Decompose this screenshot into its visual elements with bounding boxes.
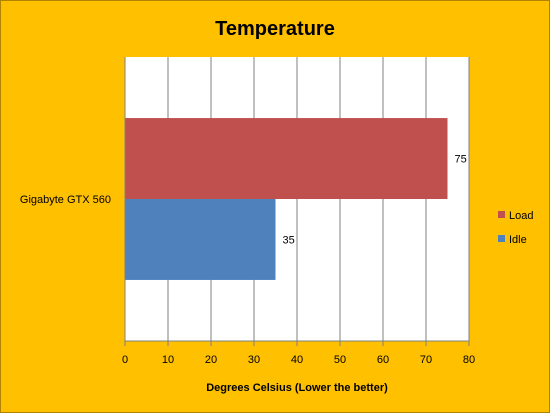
category-label: Gigabyte GTX 560 [20,194,111,206]
data-label-idle: 35 [283,234,295,246]
x-axis-title: Degrees Celsius (Lower the better) [206,382,388,394]
bar-idle [125,199,276,280]
x-tick-label: 30 [248,354,260,366]
legend: Load Idle [498,210,533,246]
x-tick-label: 40 [291,354,303,366]
x-tick-label: 20 [205,354,217,366]
legend-label-idle: Idle [509,234,527,246]
bar-load [125,118,448,199]
x-tick-label: 80 [463,354,475,366]
legend-label-load: Load [509,210,533,222]
x-tick-label: 0 [122,354,128,366]
x-tick-label: 70 [420,354,432,366]
x-tick-label: 50 [334,354,346,366]
y-axis-categories: Gigabyte GTX 560 [20,194,111,206]
legend-swatch-load [498,211,505,218]
x-tick-label: 60 [377,354,389,366]
data-labels: 75 35 [283,154,467,247]
x-tick-label: 10 [162,354,174,366]
bars [125,118,448,280]
x-axis-ticks: 0 10 20 30 40 50 60 70 80 [122,341,475,366]
legend-swatch-idle [498,235,505,242]
data-label-load: 75 [455,154,467,166]
chart-title: Temperature [215,18,335,40]
